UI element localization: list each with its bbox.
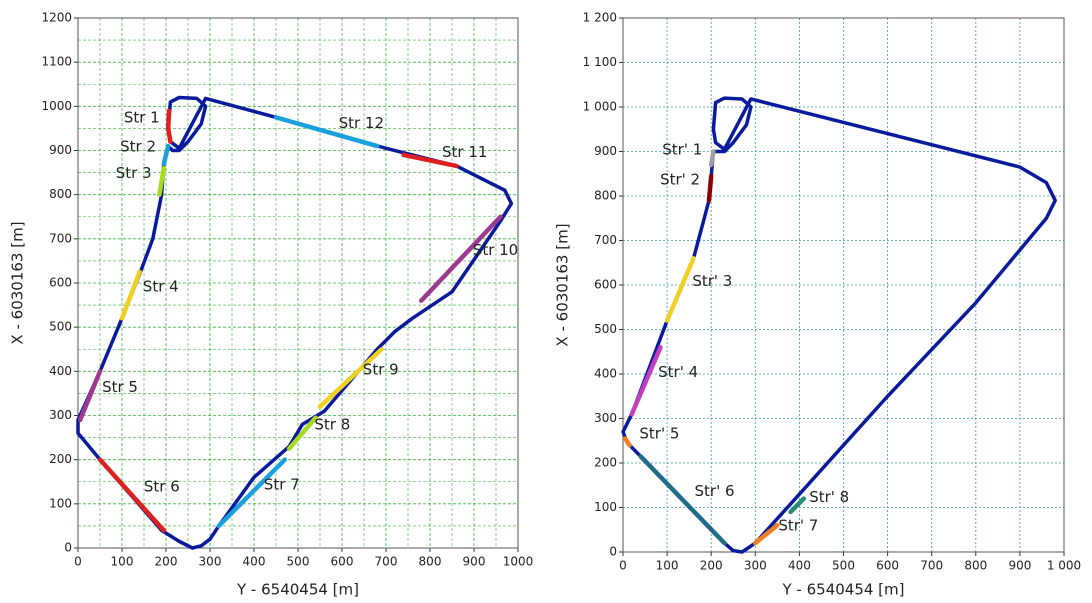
y-tick-label: 100 [49,496,72,510]
x-tick-label: 300 [744,559,767,573]
segment [401,152,459,169]
y-axis-label: X - 6030163 [m] [554,223,572,346]
segment-label: Str' 2 [660,171,700,189]
segment-label: Str' 3 [692,272,732,290]
x-tick-label: 0 [74,555,82,569]
y-tick-label: 800 [594,189,617,203]
segment [165,108,173,144]
track [621,96,1057,554]
y-tick-label: 400 [594,367,617,381]
segment [216,457,288,529]
segment [753,523,780,546]
segment-label: Str' 1 [662,141,702,159]
y-tick-label: 300 [49,408,72,422]
y-tick-label: 700 [49,231,72,245]
x-tick-label: 400 [788,559,811,573]
segment [638,454,727,546]
segment [119,269,142,321]
y-tick-label: 0 [609,545,617,559]
segment-label: Str 10 [473,241,518,259]
x-tick-label: 800 [964,559,987,573]
y-tick-label: 300 [594,411,617,425]
x-tick-label: 0 [619,559,627,573]
segment-label: Str' 6 [695,482,735,500]
x-tick-label: 1000 [503,555,534,569]
y-tick-label: 900 [594,144,617,158]
x-tick-label: 500 [287,555,310,569]
x-tick-label: 700 [920,559,943,573]
segment-label: Str' 4 [658,363,698,381]
x-tick-label: 300 [199,555,222,569]
chart: 0 100 200 300 400 500 600 700 800 900 1000 0 100 200 3… [9,11,534,599]
y-tick-label: 1000 [41,99,72,113]
segment-label: Str 5 [102,378,138,396]
x-tick-label: 200 [155,555,178,569]
y-tick-label: 100 [594,500,617,514]
x-tick-label: 400 [243,555,266,569]
y-tick-label: 900 [49,143,72,157]
x-axis-label: Y - 6540454 [m] [236,581,359,599]
y-axis-label: X - 6030163 [m] [9,221,27,344]
segment [157,165,167,197]
segment [664,256,696,323]
segment-label: Str 12 [339,114,384,132]
segment [161,143,171,166]
segment [317,347,384,409]
segment-label: Str 4 [143,278,179,296]
y-tick-label: 700 [594,233,617,247]
segment-label: Str 2 [120,137,156,155]
chart: 0 100 200 300 400 500 600 700 800 900 1 000 0 100 200… [554,11,1082,599]
plot-frame [622,17,1065,553]
segment [77,369,103,423]
segment [273,115,380,149]
x-tick-label: 200 [700,559,723,573]
y-tick-label: 1100 [41,55,72,69]
x-tick-label: 900 [1008,559,1031,573]
x-tick-label: 100 [656,559,679,573]
segment [286,415,318,451]
segment-label: Str 6 [144,478,180,496]
y-tick-label: 1200 [41,11,72,25]
segment-label: Str 8 [314,416,350,434]
y-tick-label: 500 [49,320,72,334]
x-tick-label: 100 [111,555,134,569]
segment [418,214,503,303]
y-tick-label: 200 [49,452,72,466]
segment-label: Str' 8 [809,488,849,506]
y-tick-label: 1 000 [583,100,617,114]
segment-label: Str' 7 [778,517,818,535]
y-tick-label: 500 [594,322,617,336]
x-tick-label: 1 000 [1047,559,1081,573]
x-tick-label: 500 [832,559,855,573]
x-axis-label: Y - 6540454 [m] [782,581,905,599]
x-tick-label: 700 [375,555,398,569]
plot-frame [77,17,519,549]
segment [706,173,714,203]
x-tick-label: 600 [331,555,354,569]
y-tick-label: 0 [64,541,72,555]
x-tick-label: 600 [876,559,899,573]
segment [629,345,663,417]
y-tick-label: 1 100 [583,55,617,69]
segment-label: Str 3 [116,164,152,182]
segment [622,436,632,448]
x-tick-label: 800 [419,555,442,569]
segment-label: Str' 5 [639,424,679,442]
segment [788,496,807,515]
segment [708,149,716,168]
segment-label: Str 9 [363,360,399,378]
segment [97,457,167,533]
segment-label: Str 1 [124,109,160,127]
y-tick-label: 400 [49,364,72,378]
y-tick-label: 600 [49,276,72,290]
x-tick-label: 900 [463,555,486,569]
y-tick-label: 600 [594,278,617,292]
y-tick-label: 800 [49,187,72,201]
segment-label: Str 11 [442,143,487,161]
y-tick-label: 200 [594,456,617,470]
segment-label: Str 7 [264,475,300,493]
y-tick-label: 1 200 [583,11,617,25]
